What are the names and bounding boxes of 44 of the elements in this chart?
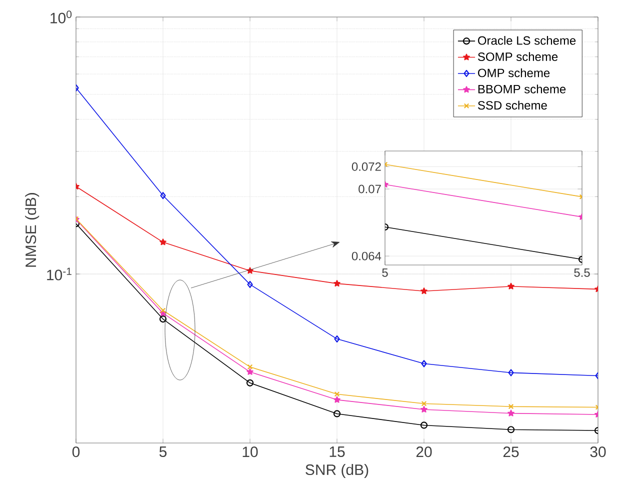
point: [247, 364, 253, 370]
x-tick-label: 20: [416, 446, 432, 458]
point: [247, 280, 253, 288]
point: [334, 280, 340, 287]
legend-label: Oracle LS scheme: [478, 36, 576, 45]
point: [246, 379, 254, 386]
x-tick-label: 5: [382, 268, 388, 277]
legend-label: OMP scheme: [478, 68, 550, 78]
point: [420, 406, 428, 412]
point: [334, 391, 340, 397]
point: [420, 422, 428, 429]
y-axis-title: NMSE (dB): [25, 193, 40, 267]
point: [333, 410, 341, 418]
point: [421, 400, 427, 406]
point: [160, 238, 166, 246]
y-tick-label: 10$^{0}$: [50, 10, 72, 24]
point: [508, 410, 514, 416]
point: [160, 192, 166, 200]
point: [334, 396, 340, 403]
x-tick-label: 15: [330, 446, 345, 457]
point: [160, 308, 166, 314]
y-tick-label: 0.064: [352, 252, 382, 260]
legend-label: SOMP scheme: [478, 52, 558, 61]
x-tick-label: 25: [503, 446, 519, 458]
x-tick-label: 5.5: [574, 268, 590, 277]
point: [159, 315, 167, 323]
x-tick-label: 30: [590, 446, 606, 458]
y-tick-label: 0.072: [352, 162, 381, 171]
point: [420, 288, 428, 294]
x-axis-title: SNR (dB): [306, 464, 368, 478]
point: [508, 282, 514, 290]
point: [507, 426, 515, 434]
legend-label: BBOMP scheme: [478, 84, 566, 94]
x-tick-label: 5: [159, 446, 167, 457]
point: [508, 404, 514, 410]
point: [421, 360, 427, 368]
y-tick-label: 10$^{-1}$: [47, 268, 72, 280]
point: [334, 335, 340, 342]
y-tick-label: 0.07: [358, 184, 381, 194]
x-tick-label: 10: [242, 446, 258, 458]
x-tick-label: 0: [72, 446, 80, 458]
point: [246, 368, 254, 375]
point: [508, 369, 514, 376]
legend-label: SSD scheme: [478, 100, 547, 110]
